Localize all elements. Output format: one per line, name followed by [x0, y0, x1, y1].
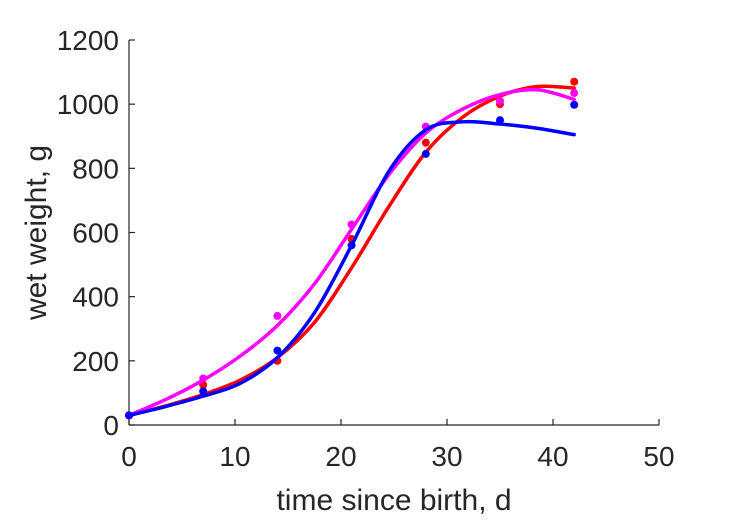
data-point: [421, 149, 430, 158]
data-point: [347, 220, 356, 229]
y-tick-label: 0: [103, 410, 119, 441]
series-2: [125, 100, 579, 420]
data-point: [273, 311, 282, 320]
x-tick-label: 10: [219, 441, 250, 472]
x-tick-label: 40: [537, 441, 568, 472]
data-point: [570, 100, 579, 109]
y-tick-label: 600: [72, 218, 119, 249]
data-point: [570, 88, 579, 97]
data-point: [125, 411, 133, 420]
y-ticks: 0 200 400 600 800 1000 1200: [57, 25, 135, 441]
x-axis-title: time since birth, d: [276, 484, 511, 517]
data-point: [496, 96, 504, 105]
y-tick-label: 400: [72, 282, 119, 313]
data-point: [347, 241, 356, 250]
y-axis-title: wet weight, g: [20, 145, 53, 321]
axes: 0 10 20 30 40 50 0 200 400 600 800 1000 1200: [57, 25, 675, 472]
data-point: [199, 387, 208, 396]
data-point: [273, 346, 282, 355]
x-tick-label: 50: [643, 441, 674, 472]
series-line: [127, 84, 576, 418]
data-point: [496, 116, 504, 125]
x-tick-label: 20: [325, 441, 356, 472]
data-point: [199, 374, 208, 383]
series-line: [127, 87, 576, 418]
data-point: [570, 77, 579, 86]
y-tick-label: 800: [72, 153, 119, 184]
series-1: [125, 87, 579, 420]
x-ticks: 0 10 20 30 40 50: [121, 419, 675, 472]
x-tick-label: 0: [121, 441, 137, 472]
y-tick-label: 200: [72, 346, 119, 377]
series-layer: [125, 77, 579, 420]
y-tick-label: 1000: [57, 89, 119, 120]
y-tick-label: 1200: [57, 25, 119, 56]
data-point: [421, 138, 430, 147]
x-tick-label: 30: [431, 441, 462, 472]
